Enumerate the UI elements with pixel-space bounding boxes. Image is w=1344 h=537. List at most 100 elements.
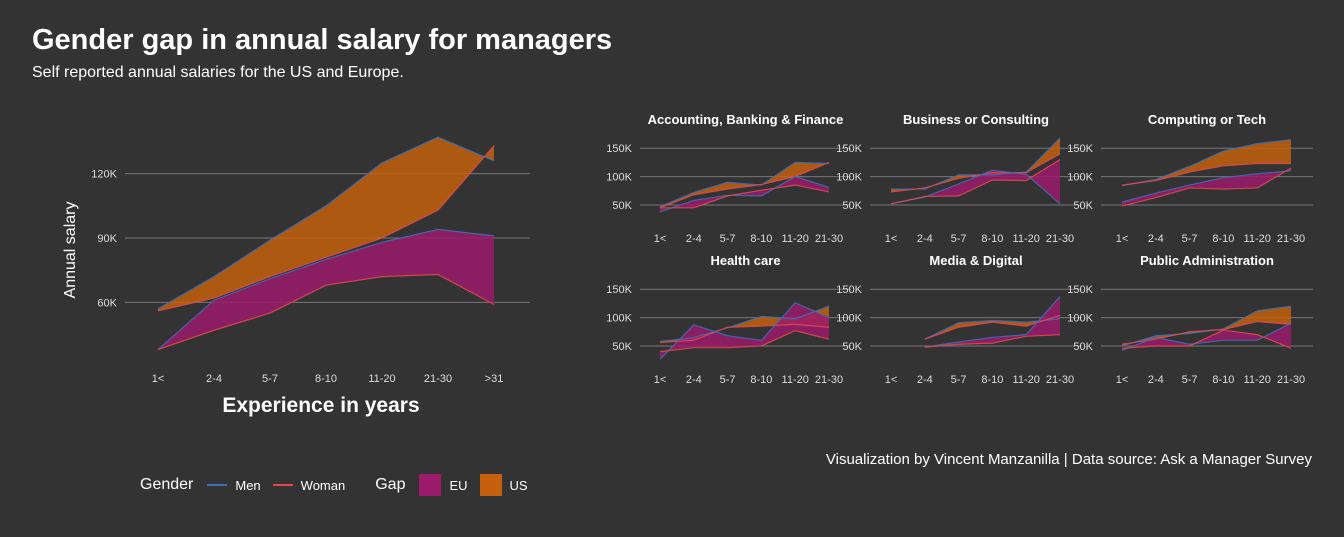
x-tick-label: 5-7: [720, 233, 736, 245]
legend-eu-swatch: [419, 474, 442, 496]
x-tick-label: 11-20: [782, 374, 809, 386]
eu-woman-line: [659, 330, 830, 353]
x-tick-label: 2-4: [917, 233, 933, 245]
y-tick-label: 50K: [842, 200, 862, 212]
x-tick-label: 8-10: [750, 374, 772, 386]
x-tick-label: 1<: [654, 374, 667, 386]
legend: Gender Men Woman Gap EU US: [140, 474, 540, 496]
eu-woman-line: [1121, 167, 1292, 207]
x-tick-label: 2-4: [1148, 374, 1164, 386]
x-tick-label: 21-30: [1277, 233, 1305, 245]
chart-caption: Visualization by Vincent Manzanilla | Da…: [825, 451, 1312, 468]
panel-title: Media & Digital: [929, 253, 1022, 268]
y-tick-label: 100K: [836, 313, 862, 325]
y-tick-label: 150K: [1067, 143, 1093, 155]
legend-woman-swatch: [272, 484, 293, 486]
y-tick-label: 100K: [1067, 313, 1093, 325]
eu-woman-line: [890, 159, 1061, 205]
legend-men-swatch: [207, 484, 228, 486]
x-tick-label: 5-7: [951, 374, 967, 386]
legend-eu-label: EU: [449, 477, 468, 493]
us-gap-area: [660, 162, 829, 208]
legend-item-us: US: [479, 474, 528, 496]
eu-men-line: [659, 302, 830, 360]
x-axis-label: Experience in years: [222, 394, 419, 417]
chart-panel-5: Media & Digital 50K 100K 150K 1< 2-4 5-7 8-10 11…: [836, 253, 1082, 386]
x-tick-label: 11-20: [782, 233, 809, 245]
us-gap-area: [924, 315, 1060, 340]
x-tick-label: 8-10: [315, 373, 337, 385]
y-tick-label: 50K: [612, 341, 632, 353]
x-tick-label: 1<: [1116, 233, 1129, 245]
y-tick-label: 100K: [836, 172, 862, 184]
us-gap-area: [158, 137, 494, 311]
eu-men-line: [924, 296, 1061, 348]
us-men-line: [157, 136, 495, 310]
y-tick-label: 150K: [1067, 284, 1093, 296]
x-tick-label: 8-10: [1212, 374, 1234, 386]
eu-woman-line: [157, 273, 495, 351]
chart-panel-0: 60K 90K 120K 1< 2-4 5-7 8-10 11-20 21-30 >31 Exper…: [62, 136, 530, 417]
us-men-line: [659, 305, 830, 343]
eu-gap-area: [660, 176, 829, 212]
x-tick-label: 21-30: [815, 233, 843, 245]
y-tick-label: 100K: [1067, 172, 1093, 184]
y-tick-label: 50K: [1073, 341, 1093, 353]
legend-us-swatch: [479, 474, 502, 496]
y-tick-label: 120K: [91, 169, 117, 181]
x-tick-label: 21-30: [1046, 233, 1074, 245]
legend-woman-label: Woman: [300, 477, 346, 493]
legend-us-label: US: [509, 477, 528, 493]
y-tick-label: 50K: [842, 341, 862, 353]
chart-panel-4: Health care 50K 100K 150K 1< 2-4 5-7 8-10 11-20 2…: [606, 253, 851, 386]
chart-panel-6: Public Administration 50K 100K 150K 1< 2-4 5-7…: [1067, 253, 1313, 386]
eu-men-line: [1121, 170, 1292, 203]
x-tick-label: 21-30: [815, 374, 843, 386]
eu-men-line: [659, 175, 830, 213]
x-tick-label: 1<: [1116, 374, 1129, 386]
y-axis-label: Annual salary: [62, 202, 79, 299]
us-men-line: [924, 318, 1061, 340]
y-tick-label: 90K: [97, 233, 117, 245]
x-tick-label: 5-7: [720, 374, 736, 386]
x-tick-label: 2-4: [686, 233, 702, 245]
y-tick-label: 150K: [606, 143, 632, 155]
x-tick-label: 11-20: [1244, 374, 1271, 386]
y-tick-label: 150K: [606, 284, 632, 296]
x-tick-label: 2-4: [917, 374, 933, 386]
panel-title: Computing or Tech: [1148, 112, 1266, 127]
x-tick-label: 5-7: [262, 373, 278, 385]
chart-title: Gender gap in annual salary for managers: [32, 24, 613, 56]
x-tick-label: 11-20: [368, 373, 395, 385]
chart-panel-3: Computing or Tech 50K 100K 150K 1< 2-4 5-7 8-10…: [1067, 112, 1313, 245]
panel-title: Business or Consulting: [903, 112, 1049, 127]
panel-title: Health care: [710, 253, 780, 268]
chart-panel-2: Business or Consulting 50K 100K 150K 1< 2-4 5-…: [836, 112, 1082, 245]
legend-men-label: Men: [235, 477, 261, 493]
legend-item-men: Men: [207, 477, 261, 493]
eu-gap-area: [891, 159, 1060, 204]
x-tick-label: 1<: [885, 233, 898, 245]
us-woman-line: [659, 323, 830, 344]
legend-item-woman: Woman: [272, 477, 346, 493]
us-woman-line: [1121, 162, 1291, 186]
x-tick-label: 21-30: [1046, 374, 1074, 386]
x-tick-label: 1<: [885, 374, 898, 386]
y-tick-label: 60K: [97, 297, 117, 309]
legend-gender-title: Gender: [140, 476, 194, 493]
x-tick-label: 8-10: [750, 233, 772, 245]
legend-gap-group: Gap EU US: [375, 474, 539, 496]
y-tick-label: 150K: [836, 284, 862, 296]
us-gap-area: [1122, 306, 1291, 346]
x-tick-label: 5-7: [1182, 233, 1198, 245]
panel-title: Public Administration: [1140, 253, 1274, 268]
legend-gap-title: Gap: [375, 476, 406, 493]
x-tick-label: 5-7: [1182, 374, 1198, 386]
x-tick-label: 8-10: [981, 233, 1003, 245]
x-tick-label: 2-4: [206, 373, 222, 385]
x-tick-label: 11-20: [1244, 233, 1271, 245]
x-tick-label: 8-10: [981, 374, 1003, 386]
eu-men-line: [157, 228, 495, 351]
x-tick-label: 21-30: [424, 373, 452, 385]
